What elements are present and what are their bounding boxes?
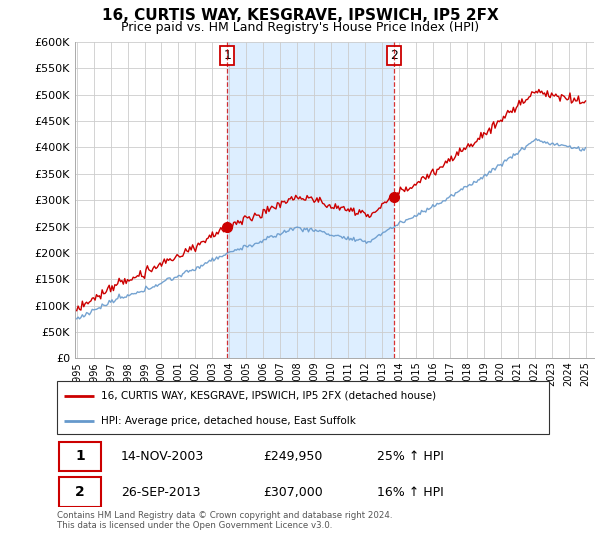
FancyBboxPatch shape [59,477,101,507]
Text: 25% ↑ HPI: 25% ↑ HPI [377,450,443,463]
Text: 1: 1 [75,449,85,464]
Text: £307,000: £307,000 [263,486,323,498]
Text: £249,950: £249,950 [263,450,323,463]
Text: Price paid vs. HM Land Registry's House Price Index (HPI): Price paid vs. HM Land Registry's House … [121,21,479,34]
Text: 1: 1 [223,49,231,62]
Text: 16% ↑ HPI: 16% ↑ HPI [377,486,443,498]
Bar [227,42,394,358]
Text: Contains HM Land Registry data © Crown copyright and database right 2024.
This d: Contains HM Land Registry data © Crown c… [57,511,392,530]
Text: 2: 2 [75,485,85,499]
FancyBboxPatch shape [59,442,101,471]
Text: 16, CURTIS WAY, KESGRAVE, IPSWICH, IP5 2FX: 16, CURTIS WAY, KESGRAVE, IPSWICH, IP5 2… [101,8,499,24]
Text: HPI: Average price, detached house, East Suffolk: HPI: Average price, detached house, East… [101,416,356,426]
Text: 14-NOV-2003: 14-NOV-2003 [121,450,204,463]
Text: 26-SEP-2013: 26-SEP-2013 [121,486,200,498]
FancyBboxPatch shape [57,381,549,434]
Text: 16, CURTIS WAY, KESGRAVE, IPSWICH, IP5 2FX (detached house): 16, CURTIS WAY, KESGRAVE, IPSWICH, IP5 2… [101,391,436,401]
Text: 2: 2 [391,49,398,62]
